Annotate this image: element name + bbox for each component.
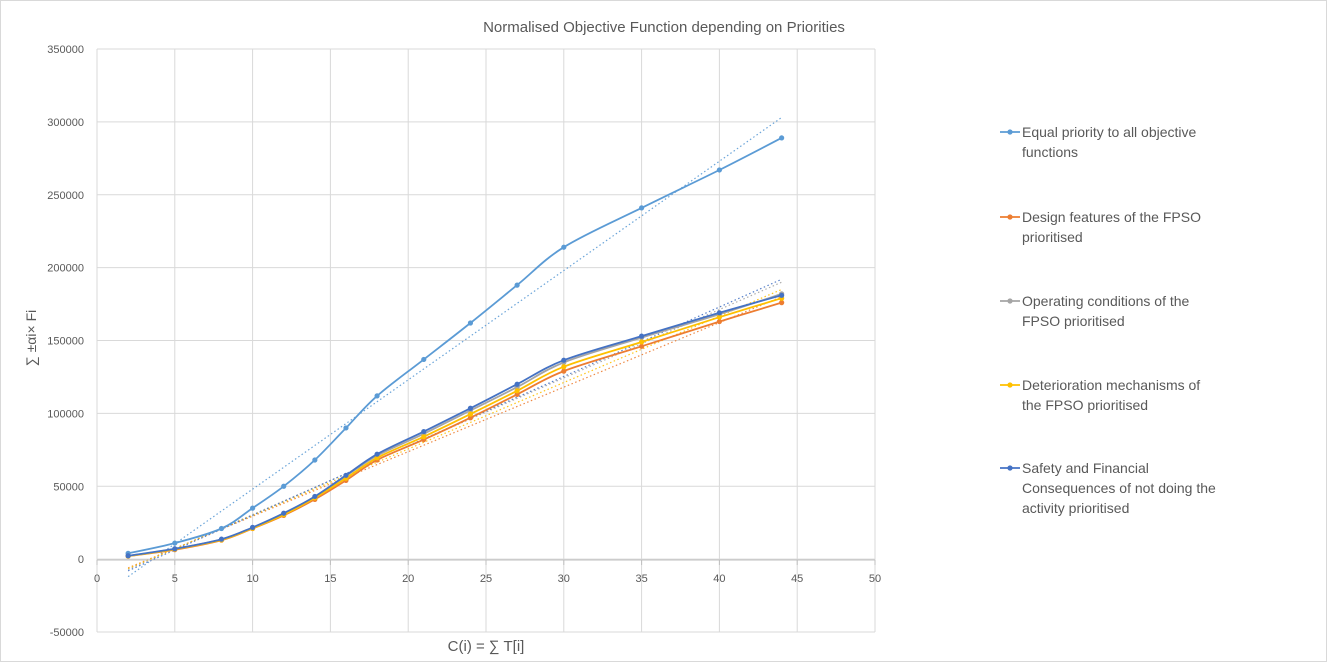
y-axis-label: ∑ ±αi× Fi: [23, 310, 39, 367]
y-tick-label: 350000: [47, 44, 84, 56]
data-point: [312, 457, 317, 462]
data-point: [515, 388, 520, 393]
y-tick-label: -50000: [50, 627, 84, 639]
data-point: [515, 283, 520, 288]
y-tick-label: 100000: [47, 408, 84, 420]
data-point: [219, 526, 224, 531]
y-tick-label: 200000: [47, 263, 84, 275]
x-tick-label: 50: [869, 573, 881, 585]
legend-marker: [1007, 298, 1012, 303]
y-tick-label: 50000: [53, 481, 84, 493]
data-point: [779, 135, 784, 140]
data-point: [281, 511, 286, 516]
data-point: [561, 358, 566, 363]
data-point: [219, 537, 224, 542]
data-point: [421, 357, 426, 362]
y-tick-label: 150000: [47, 336, 84, 348]
x-tick-label: 30: [558, 573, 570, 585]
data-point: [639, 339, 644, 344]
x-tick-label: 25: [480, 573, 492, 585]
data-point: [639, 205, 644, 210]
data-point: [468, 412, 473, 417]
data-point: [250, 506, 255, 511]
x-tick-label: 0: [94, 573, 100, 585]
data-point: [717, 167, 722, 172]
data-point: [468, 320, 473, 325]
y-tick-label: 250000: [47, 190, 84, 202]
x-axis-label: C(i) = ∑ T[i]: [448, 638, 525, 655]
data-point: [250, 525, 255, 530]
data-point: [343, 473, 348, 478]
legend-label-line: Safety and Financial: [1022, 460, 1149, 476]
data-point: [515, 382, 520, 387]
legend-label-line: Equal priority to all objective: [1022, 124, 1197, 140]
x-tick-label: 40: [713, 573, 725, 585]
legend-marker: [1007, 214, 1012, 219]
legend-label-line: Design features of the FPSO: [1022, 209, 1201, 225]
data-point: [421, 429, 426, 434]
data-point: [312, 494, 317, 499]
legend-label-line: activity prioritised: [1022, 500, 1129, 516]
data-point: [561, 245, 566, 250]
data-point: [374, 393, 379, 398]
x-tick-label: 15: [324, 573, 336, 585]
data-point: [126, 553, 131, 558]
legend-label-line: functions: [1022, 144, 1078, 160]
data-point: [717, 310, 722, 315]
legend-marker: [1007, 129, 1012, 134]
legend-label-line: Consequences of not doing the: [1022, 480, 1216, 496]
legend-label-line: Operating conditions of the: [1022, 293, 1190, 309]
data-point: [561, 364, 566, 369]
legend-label-line: prioritised: [1022, 229, 1083, 245]
data-point: [779, 293, 784, 298]
y-tick-label: 0: [78, 554, 84, 566]
data-point: [172, 540, 177, 545]
x-tick-label: 35: [635, 573, 647, 585]
legend-label-line: Deterioration mechanisms of: [1022, 377, 1200, 393]
x-tick-label: 10: [246, 573, 258, 585]
x-tick-label: 20: [402, 573, 414, 585]
data-point: [374, 452, 379, 457]
legend-label-line: FPSO prioritised: [1022, 313, 1125, 329]
legend-label-line: the FPSO prioritised: [1022, 397, 1148, 413]
data-point: [468, 406, 473, 411]
legend-marker: [1007, 465, 1012, 470]
data-point: [639, 334, 644, 339]
legend-marker: [1007, 382, 1012, 387]
data-point: [172, 546, 177, 551]
data-point: [281, 484, 286, 489]
x-tick-label: 5: [172, 573, 178, 585]
data-point: [343, 425, 348, 430]
chart-title: Normalised Objective Function depending …: [483, 19, 845, 36]
x-tick-label: 45: [791, 573, 803, 585]
y-tick-label: 300000: [47, 117, 84, 129]
data-point: [421, 434, 426, 439]
